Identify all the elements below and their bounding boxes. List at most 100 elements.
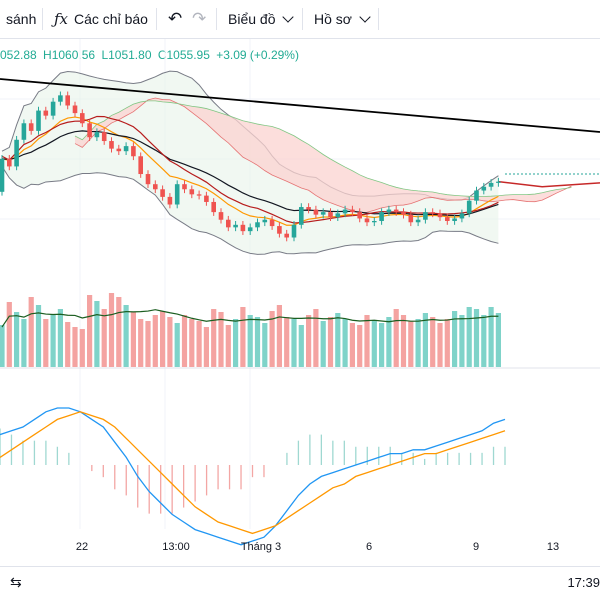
candle-body [364, 218, 370, 223]
volume-bar [357, 325, 363, 367]
toolbar-divider [156, 8, 157, 30]
indicators-label: Các chỉ báo [74, 11, 148, 27]
volume-bar [28, 297, 34, 367]
cloud-fill [75, 98, 572, 213]
candle-body [481, 186, 487, 191]
toolbar-divider [42, 8, 43, 30]
volume-bar [72, 327, 78, 367]
volume-bar [291, 319, 297, 367]
volume-bar [50, 315, 56, 367]
chart-type-dropdown[interactable]: Biểu đồ [228, 0, 295, 38]
volume-bar [218, 312, 224, 367]
candle-body [401, 212, 406, 215]
clock-time: 17:39 [567, 575, 600, 590]
volume-bar [276, 305, 282, 367]
volume-bar [101, 309, 107, 367]
candle-body [452, 218, 457, 221]
candle-body [65, 95, 70, 106]
volume-bar [386, 317, 392, 367]
candle-body [226, 219, 231, 228]
volume-bar [233, 319, 239, 367]
ohlc-high: H1060.56 [43, 48, 96, 62]
candle-body [269, 219, 275, 227]
volume-bar [459, 315, 465, 367]
volume-bar [415, 319, 421, 367]
candles [0, 91, 501, 242]
candle-body [116, 148, 122, 152]
compare-label: sánh [6, 11, 37, 27]
compare-icon[interactable]: ⇆ [10, 574, 22, 590]
time-axis-label: Tháng 3 [241, 541, 281, 553]
volume-bar [298, 325, 304, 367]
volume-bar [327, 317, 334, 367]
candle-body [28, 123, 34, 131]
candle-body [262, 219, 268, 223]
top-toolbar: sánh ƒx Các chỉ báo ↶ ↷ Biểu đồ Hồ sơ [0, 0, 600, 39]
ohlc-open: 052.88 [0, 48, 37, 62]
volume-bar [473, 309, 480, 367]
ohlc-change: +3.09 (+0.29%) [216, 48, 299, 62]
chevron-down-icon [282, 11, 295, 23]
candle-body [291, 224, 297, 238]
signal-line [0, 411, 506, 535]
volume-bar [189, 319, 195, 367]
base-line [1, 115, 499, 224]
candle-body [80, 113, 85, 124]
trend-line[interactable] [0, 78, 600, 133]
volume-bar [6, 302, 12, 367]
chart-type-label: Biểu đồ [228, 11, 276, 27]
profile-label: Hồ sơ [314, 11, 352, 27]
undo-icon[interactable]: ↶ [168, 9, 183, 28]
candle-body [320, 212, 326, 215]
time-axis-label: 13:00 [162, 541, 190, 553]
candle-body [123, 146, 129, 152]
volume-bar [108, 293, 115, 367]
candle-body [87, 123, 92, 138]
volume-bar [379, 323, 385, 367]
volume-bar [116, 297, 122, 367]
volume-bar [495, 313, 501, 367]
candle-body [423, 212, 428, 220]
volume-bar [408, 321, 414, 367]
volume-bar [94, 301, 100, 367]
time-axis: 22 13:00 Tháng 3 6 9 13 [76, 541, 559, 553]
volume-bar [400, 315, 407, 367]
volume-bar [211, 309, 217, 367]
compare-button[interactable]: sánh [6, 0, 36, 38]
candle-body [372, 221, 377, 223]
volume-bar [35, 305, 42, 367]
candle-body [466, 200, 472, 214]
volume-bar [444, 319, 450, 367]
candle-body [131, 146, 136, 157]
ema-fast-line [1, 116, 499, 226]
volume-bar [65, 322, 71, 367]
candle-body [328, 212, 333, 218]
volume-bar [262, 323, 268, 367]
candle-body [284, 233, 289, 238]
volume-bar [167, 317, 173, 367]
toolbar-divider [378, 8, 379, 30]
candle-body [277, 226, 282, 234]
candle-body [196, 194, 202, 196]
volume-bar [181, 315, 188, 367]
candle-body [342, 209, 348, 214]
time-axis-label: 9 [473, 541, 479, 553]
chart-area[interactable]: 22 13:00 Tháng 3 6 9 13 [0, 39, 600, 566]
volume-bar [203, 327, 209, 367]
indicators-button[interactable]: ƒx Các chỉ báo [54, 0, 148, 38]
redo-icon[interactable]: ↷ [192, 9, 207, 28]
candle-body [36, 110, 41, 131]
candle-body [445, 217, 450, 221]
volume-bar [335, 313, 341, 367]
volume-bar [481, 315, 487, 367]
volume-bar [240, 307, 246, 367]
volume-bar [364, 315, 370, 367]
volume-bar [430, 317, 436, 367]
volume-bar [452, 311, 458, 367]
candle-body [415, 219, 421, 223]
volume-bar [342, 319, 348, 367]
indicators-icon: ƒx [54, 10, 69, 28]
candle-body [189, 189, 195, 195]
profile-dropdown[interactable]: Hồ sơ [314, 0, 371, 38]
volume-bar [79, 329, 85, 367]
